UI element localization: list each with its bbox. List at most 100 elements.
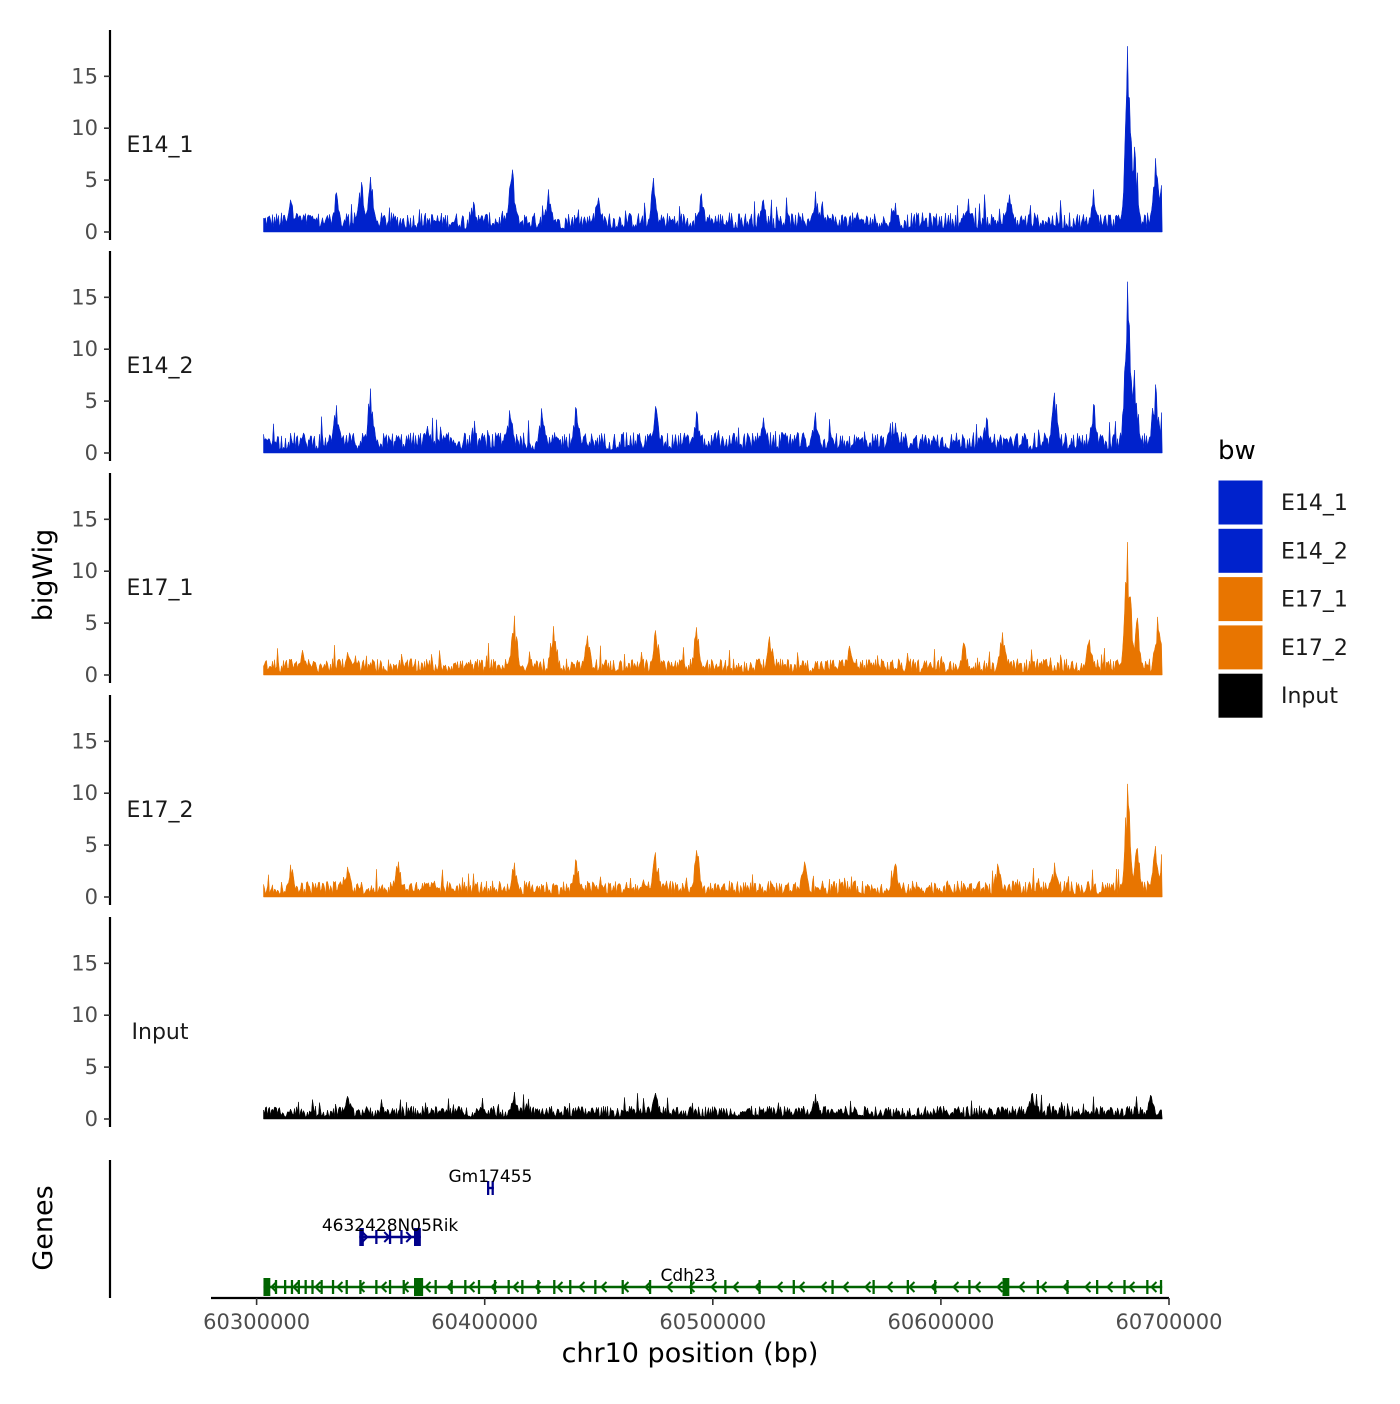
gene-exon — [553, 1280, 556, 1294]
y-tick-label: 15 — [71, 507, 98, 531]
track-label-e14-1: E14_1 — [127, 133, 194, 158]
signal-area-e17-1 — [263, 542, 1163, 676]
track-e14-1: 0 5 10 15 E14_1 — [71, 30, 1163, 244]
x-axis-title: chr10 position (bp) — [562, 1338, 819, 1369]
strand-arrow — [600, 1281, 608, 1293]
gene-exon — [594, 1280, 597, 1294]
strand-arrow — [468, 1281, 476, 1293]
y-tick-label: 5 — [85, 168, 98, 192]
gene-exon — [414, 1228, 421, 1246]
gene-exon — [359, 1280, 362, 1294]
strand-arrow — [974, 1281, 982, 1293]
y-tick-label: 10 — [71, 559, 98, 583]
y-tick-label: 0 — [85, 663, 98, 687]
strand-arrow — [314, 1281, 322, 1293]
legend-swatch-e17-1 — [1217, 576, 1264, 623]
strand-arrow — [1150, 1281, 1158, 1293]
gene-exon — [414, 1278, 424, 1296]
gene-exon — [375, 1280, 378, 1294]
gene-exon — [537, 1280, 540, 1294]
gene-exon — [792, 1280, 795, 1294]
y-tick-label: 0 — [85, 1107, 98, 1131]
strand-arrow — [1084, 1281, 1092, 1293]
strand-arrow — [336, 1281, 344, 1293]
y-tick-label: 0 — [85, 441, 98, 465]
gene-exon — [375, 1230, 378, 1244]
y-axis-title: bigWig — [28, 529, 59, 622]
gene-exon — [872, 1280, 875, 1294]
gene-exon — [1123, 1280, 1126, 1294]
strand-arrow — [732, 1281, 740, 1293]
gene-exon — [359, 1228, 364, 1246]
y-tick-label: 10 — [71, 781, 98, 805]
gene-annotation-track: Gm17455 4632428N05Rik Cdh23 — [108, 1160, 1163, 1298]
gene-exon — [1002, 1278, 1010, 1296]
legend-label-e17-1: E17_1 — [1281, 588, 1348, 613]
strand-arrow — [842, 1281, 850, 1293]
gene-exon — [507, 1280, 510, 1294]
gene-exon — [400, 1230, 403, 1244]
gene-exon — [621, 1280, 624, 1294]
strand-arrow — [644, 1281, 652, 1293]
gene-exon — [1036, 1280, 1039, 1294]
strand-arrow — [952, 1281, 960, 1293]
gene-exon — [434, 1280, 437, 1294]
gene-exon — [1159, 1280, 1163, 1294]
signal-area-e17-2 — [263, 783, 1163, 898]
strand-arrow — [512, 1281, 520, 1293]
legend-title: bw — [1218, 436, 1256, 466]
legend-swatch-e14-2 — [1217, 527, 1264, 574]
y-tick-label: 10 — [71, 116, 98, 140]
gene-exon — [486, 1181, 490, 1195]
track-e17-2: 0 5 10 15 E17_2 — [71, 695, 1163, 909]
y-tick-label: 10 — [71, 337, 98, 361]
gene-exon — [1146, 1280, 1149, 1294]
y-tick-label: 5 — [85, 1055, 98, 1079]
gene-exon — [1096, 1280, 1099, 1294]
gene-exon — [569, 1280, 572, 1294]
gene-exon — [402, 1280, 405, 1294]
gene-exon — [331, 1280, 335, 1294]
strand-arrow — [666, 1281, 674, 1293]
gene-exon — [934, 1280, 937, 1294]
gene-exon — [968, 1280, 971, 1294]
strand-arrow — [1018, 1281, 1026, 1293]
x-tick-label: 60600000 — [887, 1310, 994, 1334]
legend-label-input: Input — [1281, 684, 1338, 709]
gene-exon — [283, 1280, 287, 1294]
gene-exon — [290, 1280, 294, 1294]
y-tick-label: 15 — [71, 64, 98, 88]
track-label-e17-2: E17_2 — [127, 798, 194, 823]
strand-arrow — [361, 1231, 369, 1243]
legend-label-e14-2: E14_2 — [1281, 539, 1348, 564]
strand-arrow — [405, 1231, 413, 1243]
x-axis: 60300000 60400000 60500000 60600000 60700000 — [203, 1296, 1222, 1334]
gene-label: Cdh23 — [660, 1266, 715, 1286]
gene-exon — [758, 1280, 761, 1294]
strand-arrow — [798, 1281, 806, 1293]
gene-exon — [1066, 1280, 1069, 1294]
strand-arrow — [380, 1281, 388, 1293]
strand-arrow — [424, 1281, 432, 1293]
gene-exon — [274, 1280, 278, 1294]
y-tick-label: 15 — [71, 951, 98, 975]
track-e14-2: 0 5 10 15 E14_2 — [71, 251, 1163, 465]
strand-arrow — [996, 1281, 1004, 1293]
x-tick-label: 60400000 — [431, 1310, 538, 1334]
genes-track-title: Genes — [28, 1185, 59, 1270]
y-tick-label: 10 — [71, 1003, 98, 1027]
gene-label: 4632428N05Rik — [322, 1216, 459, 1236]
signal-area-input — [263, 1091, 1163, 1120]
strand-arrow — [1128, 1281, 1136, 1293]
strand-arrow — [776, 1281, 784, 1293]
gene-exon — [464, 1280, 467, 1294]
track-label-e14-2: E14_2 — [127, 354, 194, 379]
strand-arrow — [270, 1281, 278, 1293]
strand-arrow — [1040, 1281, 1048, 1293]
y-tick-label: 5 — [85, 389, 98, 413]
gene-exon — [297, 1280, 300, 1294]
strand-arrow — [292, 1281, 300, 1293]
strand-arrow — [820, 1281, 828, 1293]
